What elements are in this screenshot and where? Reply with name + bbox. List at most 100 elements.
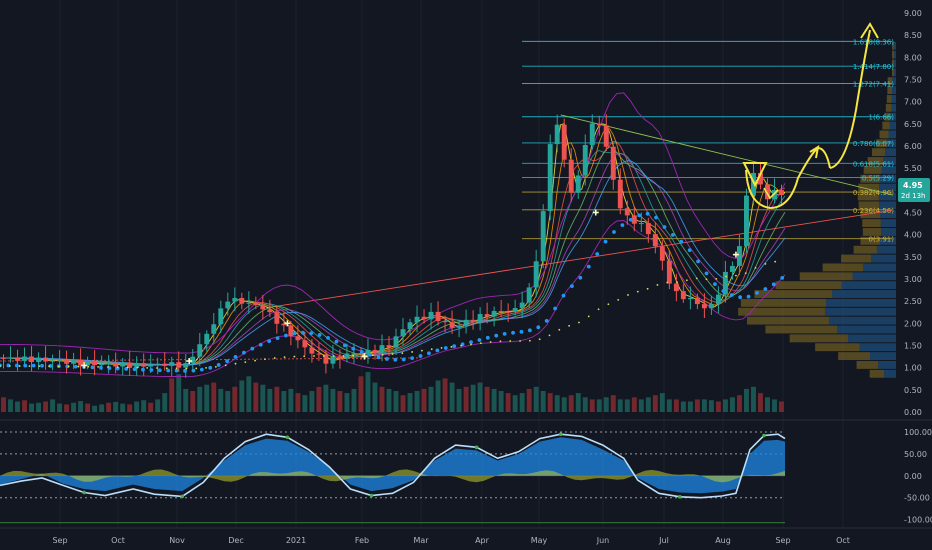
sar-dot	[292, 331, 297, 336]
volume-bar	[477, 382, 483, 412]
profile-bar-up	[862, 228, 882, 236]
sar-dot	[250, 346, 255, 351]
volume-bar	[624, 399, 630, 412]
candle-body	[589, 123, 595, 145]
candle-body	[694, 297, 700, 305]
long-ma-dot	[57, 365, 60, 368]
volume-bar	[589, 399, 595, 412]
long-ma-dot	[430, 348, 433, 351]
long-ma-dot	[774, 260, 777, 263]
candle-body	[85, 361, 91, 366]
long-ma-dot	[381, 353, 384, 356]
profile-bar-down	[881, 165, 896, 174]
candle-body	[1, 357, 6, 359]
y-tick-label: 1.00	[904, 364, 922, 373]
volume-bar	[36, 402, 42, 412]
volume-bar	[442, 378, 448, 412]
volume-bar	[765, 397, 770, 412]
long-ma-dot	[587, 315, 590, 318]
profile-bar-up	[754, 290, 833, 298]
sar-dot	[73, 364, 78, 369]
candle-body	[547, 144, 553, 212]
sar-dot	[755, 291, 759, 295]
candle-body	[134, 363, 140, 368]
long-ma-dot	[460, 344, 463, 347]
osc-tick-label: -50.00	[904, 494, 930, 503]
profile-bar-down	[892, 77, 896, 86]
candle-body	[120, 362, 126, 367]
volume-bar	[274, 386, 280, 412]
y-tick-label: 8.50	[904, 31, 922, 40]
long-ma-dot	[440, 347, 443, 349]
profile-bar-down	[824, 307, 896, 316]
long-ma-dot	[293, 355, 296, 358]
fib-label: 1(6.66)	[868, 114, 894, 122]
profile-bar-down	[894, 41, 896, 50]
volume-bar	[736, 395, 742, 412]
candle-body	[779, 189, 784, 196]
sar-dot	[721, 289, 726, 293]
sar-dot	[527, 328, 532, 333]
volume-bar	[29, 403, 34, 412]
volume-bar	[232, 386, 238, 412]
profile-bar-up	[892, 50, 895, 59]
sar-dot	[115, 366, 120, 371]
volume-bar	[302, 395, 308, 412]
volume-bar	[751, 386, 756, 412]
candle-body	[414, 316, 420, 323]
volume-bar	[743, 388, 749, 412]
volume-bar	[603, 397, 609, 412]
long-ma-dot	[322, 355, 325, 357]
volume-bar	[225, 391, 231, 412]
sar-dot	[334, 339, 339, 344]
candle-body	[78, 359, 84, 366]
profile-bar-up	[815, 343, 860, 352]
trend-lines	[0, 114, 893, 362]
x-tick-label: Nov	[169, 536, 185, 545]
candle-body	[127, 362, 133, 368]
volume-bar	[379, 386, 385, 412]
volume-bar	[176, 374, 182, 412]
volume-bar	[260, 384, 266, 412]
sar-dot	[23, 363, 28, 368]
long-ma-dot	[548, 334, 551, 337]
candle-body	[715, 294, 721, 305]
sar-dot	[654, 215, 658, 220]
candle-body	[512, 308, 518, 312]
candle-body	[687, 297, 693, 300]
long-ma-dot	[568, 324, 571, 327]
profile-bar-down	[878, 361, 896, 369]
candle-body	[64, 360, 70, 364]
profile-bar-up	[860, 236, 881, 245]
osc-signal-dot	[180, 494, 185, 499]
volume-bar	[344, 393, 350, 412]
y-tick-label: 3.50	[904, 253, 922, 262]
sar-dot	[183, 368, 187, 373]
volume-bar	[113, 401, 119, 412]
candle-body	[631, 215, 637, 224]
sar-dot	[376, 355, 381, 360]
candle-body	[365, 349, 371, 355]
candle-body	[323, 354, 329, 364]
candle-body	[463, 319, 469, 326]
long-ma-dot	[303, 355, 306, 358]
volume-bar	[708, 400, 714, 412]
volume-bar	[638, 399, 644, 412]
arrow-head-small	[809, 144, 820, 159]
long-ma-dot	[342, 355, 345, 357]
long-ma-dot	[146, 366, 149, 369]
sar-dot	[628, 217, 633, 222]
volume-bar	[652, 395, 658, 412]
osc-signal-dot	[678, 495, 682, 499]
y-tick-label: 5.50	[904, 164, 922, 173]
sar-dot	[418, 354, 423, 358]
x-tick-label: Apr	[475, 536, 490, 545]
candle-body	[743, 195, 749, 247]
last-price-tag[interactable]	[898, 178, 930, 202]
sar-dot	[771, 282, 776, 287]
profile-bar-up	[871, 148, 886, 157]
sar-dot	[612, 230, 616, 234]
candle-body	[505, 311, 511, 313]
volume-bar	[673, 399, 679, 412]
candle-body	[106, 363, 112, 365]
